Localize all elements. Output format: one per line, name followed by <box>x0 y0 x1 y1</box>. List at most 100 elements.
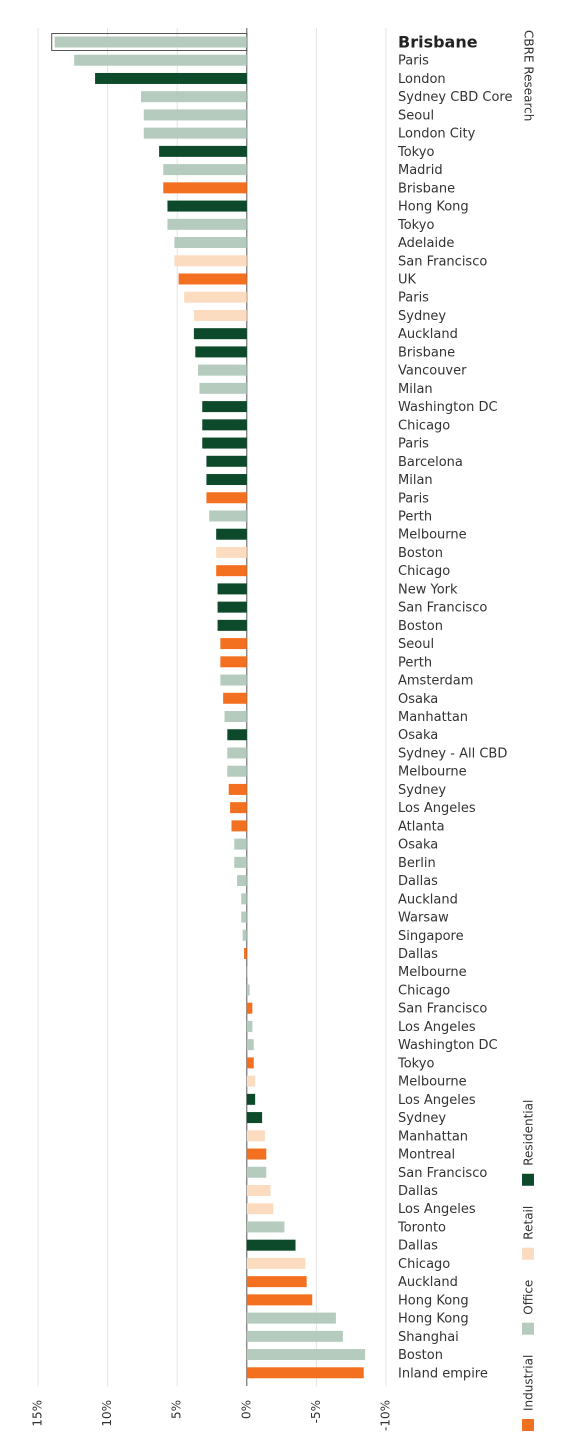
category-label: Adelaide <box>398 236 454 251</box>
bar <box>163 182 247 194</box>
category-label: Melbourne <box>398 1075 467 1090</box>
category-label: Manhattan <box>398 710 468 725</box>
bar <box>246 1239 296 1251</box>
x-tick-label: 15% <box>31 1400 45 1427</box>
bar <box>198 364 247 376</box>
category-label: Shanghai <box>398 1330 459 1345</box>
category-label: Boston <box>398 546 443 561</box>
bar <box>220 674 247 686</box>
bar <box>174 255 247 267</box>
bar <box>246 1039 254 1051</box>
category-label: Sydney CBD Core <box>398 90 513 105</box>
category-label: Brisbane <box>398 33 478 52</box>
source: CBRE Research <box>522 30 536 121</box>
x-tick-label: 0% <box>239 1400 253 1419</box>
x-tick-label: 10% <box>100 1400 114 1427</box>
x-tick-label: 5% <box>170 1400 184 1419</box>
category-label: Brisbane <box>398 181 455 196</box>
bar <box>246 1130 265 1142</box>
category-label: Amsterdam <box>398 674 473 689</box>
category-label: Melbourne <box>398 765 467 780</box>
category-label: Chicago <box>398 1257 450 1272</box>
bar <box>202 401 247 413</box>
category-label: Dallas <box>398 1184 438 1199</box>
category-label: Los Angeles <box>398 1202 476 1217</box>
bar <box>159 145 247 157</box>
bar <box>202 419 247 431</box>
bar <box>246 1312 336 1324</box>
category-label: Dallas <box>398 874 438 889</box>
bar <box>143 109 247 121</box>
category-label: Chicago <box>398 418 450 433</box>
category-label: Seoul <box>398 637 434 652</box>
bar <box>217 619 247 631</box>
bar <box>246 1221 285 1233</box>
bar <box>141 91 247 103</box>
category-label: Manhattan <box>398 1129 468 1144</box>
category-label: Vancouver <box>398 364 467 379</box>
category-label: Tokyo <box>397 1056 434 1071</box>
category-label: Paris <box>398 291 429 306</box>
category-label: Paris <box>398 54 429 69</box>
bar <box>246 984 250 996</box>
x-tick-label: -10% <box>379 1400 393 1431</box>
category-label: Chicago <box>398 564 450 579</box>
legend-label: Retail <box>522 1206 536 1240</box>
category-label: Sydney - All CBD <box>398 746 507 761</box>
category-label: San Francisco <box>398 601 487 616</box>
bar <box>246 1148 267 1160</box>
bar <box>241 893 247 905</box>
legend-swatch <box>522 1173 534 1186</box>
category-label: San Francisco <box>398 254 487 269</box>
category-label: Auckland <box>398 1275 458 1290</box>
category-label: Los Angeles <box>398 1093 476 1108</box>
legend-swatch <box>522 1322 534 1335</box>
category-label: Toronto <box>397 1220 446 1235</box>
category-label: Singapore <box>398 929 464 944</box>
category-label: Osaka <box>398 838 438 853</box>
bar <box>199 382 247 394</box>
bar <box>246 1112 263 1124</box>
category-label: Perth <box>398 655 432 670</box>
category-label: Melbourne <box>398 528 467 543</box>
bar <box>246 1057 254 1069</box>
bar <box>242 929 247 941</box>
category-label: Washington DC <box>398 1038 498 1053</box>
bar <box>227 729 247 741</box>
bar <box>184 291 247 303</box>
bar <box>143 127 247 139</box>
category-label: Hong Kong <box>398 1312 469 1327</box>
bar <box>231 820 247 832</box>
bar <box>206 474 247 486</box>
category-label: UK <box>398 272 417 287</box>
category-label: Perth <box>398 509 432 524</box>
category-label: Dallas <box>398 1239 438 1254</box>
bar <box>167 200 247 212</box>
bar <box>193 309 247 321</box>
category-label: Tokyo <box>397 145 434 160</box>
bar <box>246 1257 306 1269</box>
bar <box>206 455 247 467</box>
bar <box>230 802 247 814</box>
bar <box>216 528 247 540</box>
bar <box>74 54 247 66</box>
category-label: Auckland <box>398 892 458 907</box>
category-label: Auckland <box>398 327 458 342</box>
bar <box>246 1203 274 1215</box>
bar <box>228 783 247 795</box>
bar <box>246 1184 271 1196</box>
bar <box>216 565 247 577</box>
category-label: London <box>398 72 446 87</box>
bar <box>54 36 247 48</box>
category-label: Inland empire <box>398 1366 488 1381</box>
bar <box>246 1276 307 1288</box>
category-label: Montreal <box>398 1148 455 1163</box>
category-label: Sydney <box>398 783 446 798</box>
bar <box>227 747 247 759</box>
bar <box>193 328 247 340</box>
bar <box>246 1093 256 1105</box>
bar <box>220 638 247 650</box>
category-label: Osaka <box>398 728 438 743</box>
